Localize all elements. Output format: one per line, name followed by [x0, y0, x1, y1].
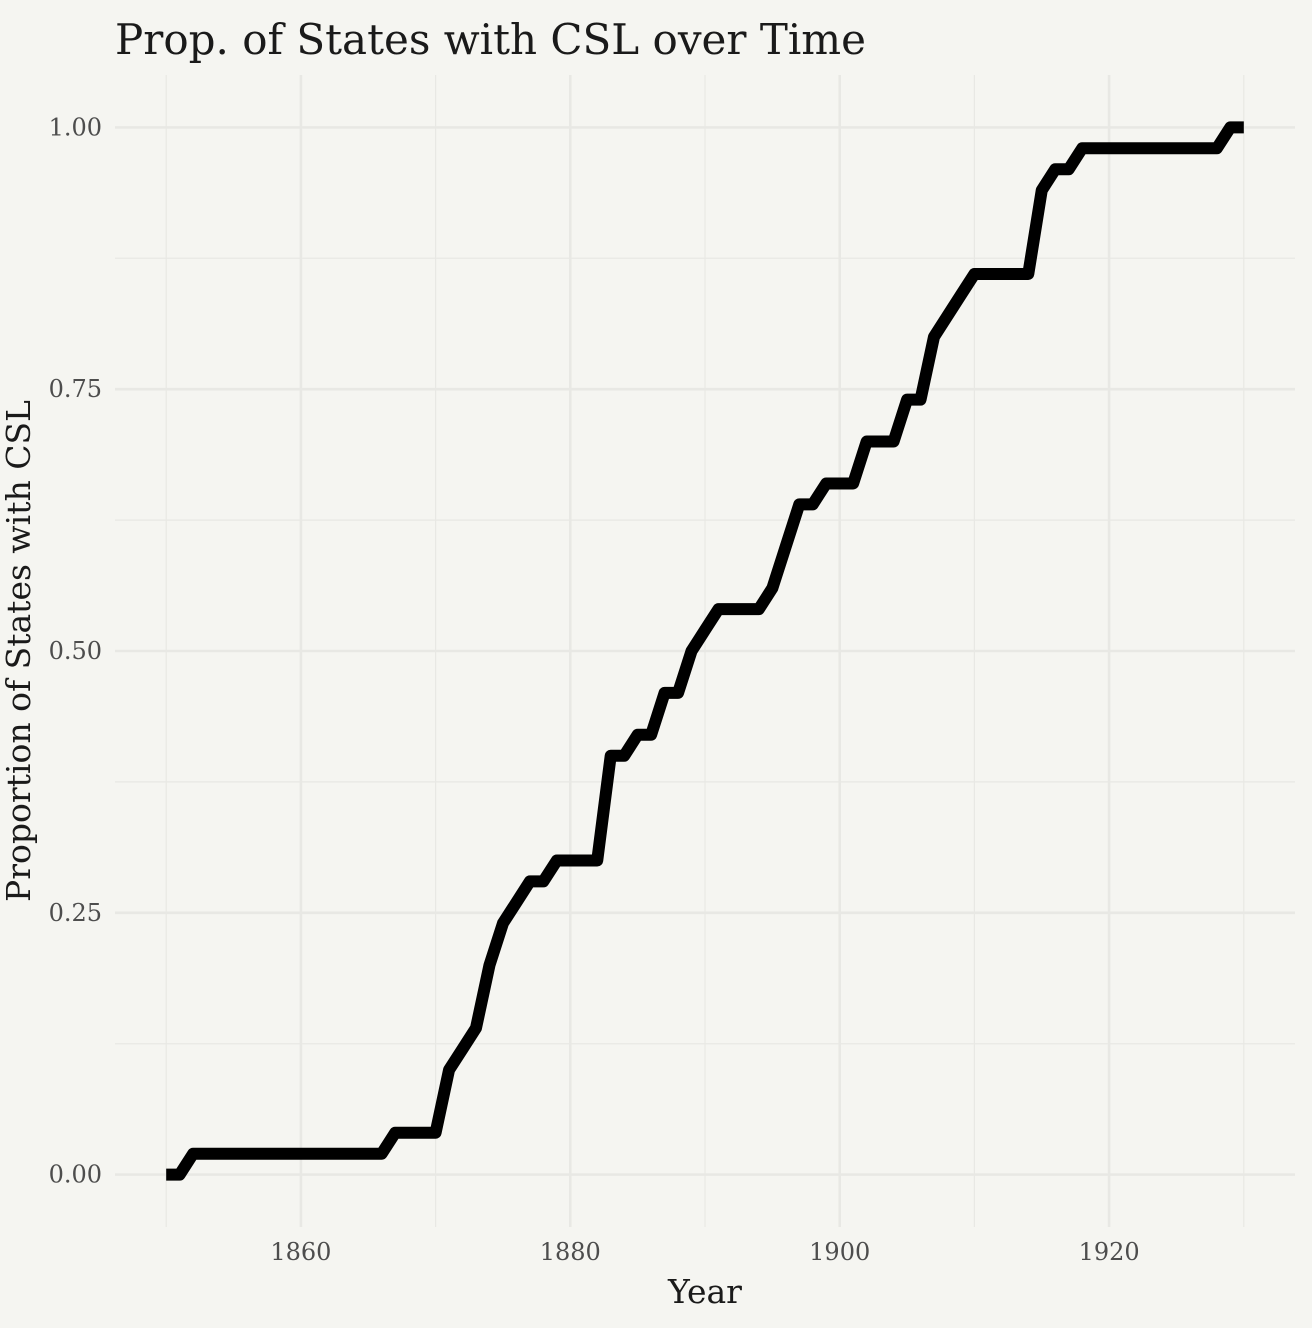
y-tick-label: 0.25	[49, 899, 102, 927]
y-axis-ticks: 0.00 0.25 0.50 0.75 1.00	[49, 113, 102, 1188]
x-tick-label: 1900	[809, 1238, 870, 1266]
series-layer	[166, 121, 1244, 1181]
y-axis-title: Proportion of States with CSL	[0, 400, 38, 902]
major-gridlines	[115, 75, 1295, 1227]
y-tick-label: 0.50	[49, 637, 102, 665]
series-line	[166, 121, 1244, 1181]
x-tick-label: 1860	[270, 1238, 331, 1266]
x-tick-label: 1880	[540, 1238, 601, 1266]
y-tick-label: 1.00	[49, 113, 102, 141]
y-tick-label: 0.75	[49, 375, 102, 403]
chart-title: Prop. of States with CSL over Time	[115, 15, 866, 64]
y-tick-label: 0.00	[49, 1161, 102, 1189]
x-axis-title: Year	[667, 1272, 742, 1311]
x-axis-ticks: 1860 1880 1900 1920	[270, 1238, 1139, 1266]
x-tick-label: 1920	[1079, 1238, 1140, 1266]
